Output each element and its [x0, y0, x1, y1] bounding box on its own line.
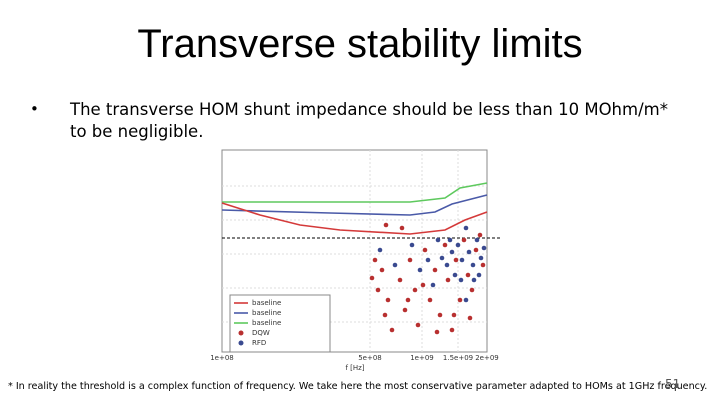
scatter-dot — [471, 277, 477, 283]
scatter-dot — [478, 255, 484, 261]
scatter-dot — [458, 277, 464, 283]
scatter-dot — [369, 275, 375, 281]
scatter-dot — [477, 232, 483, 238]
bullet-text: The transverse HOM shunt impedance shoul… — [70, 100, 668, 141]
scatter-dot — [439, 255, 445, 261]
scatter-dot — [402, 307, 408, 313]
scatter-dot — [466, 249, 472, 255]
scatter-dot — [422, 247, 428, 253]
scatter-dot — [437, 312, 443, 318]
scatter-dot — [409, 242, 415, 248]
scatter-dot — [449, 327, 455, 333]
scatter-dot — [463, 297, 469, 303]
figure: baseline baseline baseline DQW RFD 1e+08… — [210, 149, 500, 372]
scatter-dot — [405, 297, 411, 303]
legend-swatch — [238, 340, 244, 346]
scatter-dot — [420, 282, 426, 288]
scatter-dot — [432, 267, 438, 273]
scatter-points — [369, 222, 487, 335]
scatter-dot — [451, 312, 457, 318]
scatter-dot — [425, 257, 431, 263]
scatter-dot — [481, 245, 487, 251]
scatter-dot — [480, 262, 486, 268]
scatter-dot — [473, 247, 479, 253]
scatter-dot — [407, 257, 413, 263]
legend-label: baseline — [252, 309, 281, 317]
scatter-dot — [461, 237, 467, 243]
scatter-dot — [377, 247, 383, 253]
scatter-dot — [465, 272, 471, 278]
scatter-dot — [415, 322, 421, 328]
scatter-dot — [447, 237, 453, 243]
scatter-dot — [435, 237, 441, 243]
scatter-dot — [474, 237, 480, 243]
scatter-dot — [476, 272, 482, 278]
scatter-dot — [372, 257, 378, 263]
scatter-dot — [399, 225, 405, 231]
scatter-dot — [452, 272, 458, 278]
scatter-dot — [467, 315, 473, 321]
x-tick-label: 1.5e+09 — [443, 354, 473, 362]
scatter-dot — [375, 287, 381, 293]
legend-label: DQW — [252, 329, 270, 337]
scatter-dot — [412, 287, 418, 293]
x-tick-label: 1e+09 — [410, 354, 434, 362]
scatter-dot — [444, 262, 450, 268]
scatter-dot — [469, 287, 475, 293]
scatter-dot — [427, 297, 433, 303]
scatter-dot — [463, 225, 469, 231]
legend-label: baseline — [252, 299, 281, 307]
bullet-marker: • — [30, 100, 39, 118]
scatter-dot — [392, 262, 398, 268]
scatter-dot — [385, 297, 391, 303]
x-tick-label: 5e+08 — [358, 354, 382, 362]
legend-swatch — [238, 330, 244, 336]
legend-label: baseline — [252, 319, 281, 327]
scatter-dot — [382, 312, 388, 318]
scatter-dot — [449, 249, 455, 255]
x-axis-label: f [Hz] — [345, 364, 364, 372]
scatter-dot — [459, 257, 465, 263]
x-tick-label: 1e+08 — [210, 354, 234, 362]
scatter-dot — [379, 267, 385, 273]
scatter-dot — [455, 242, 461, 248]
footnote: * In reality the threshold is a complex … — [8, 381, 708, 392]
scatter-dot — [397, 277, 403, 283]
x-tick-label: 2e+09 — [475, 354, 499, 362]
slide-title: Transverse stability limits — [137, 22, 583, 66]
green-curve — [222, 182, 488, 203]
scatter-dot — [389, 327, 395, 333]
scatter-dot — [442, 242, 448, 248]
blue-curve — [221, 194, 488, 216]
scatter-dot — [383, 222, 389, 228]
red-curve — [221, 202, 488, 235]
scatter-dot — [430, 282, 436, 288]
scatter-dot — [434, 329, 440, 335]
legend-label: RFD — [252, 339, 266, 347]
page-number: 51 — [665, 377, 681, 391]
scatter-dot — [470, 262, 476, 268]
scatter-dot — [453, 257, 459, 263]
scatter-dot — [457, 297, 463, 303]
scatter-dot — [445, 277, 451, 283]
scatter-dot — [417, 267, 423, 273]
